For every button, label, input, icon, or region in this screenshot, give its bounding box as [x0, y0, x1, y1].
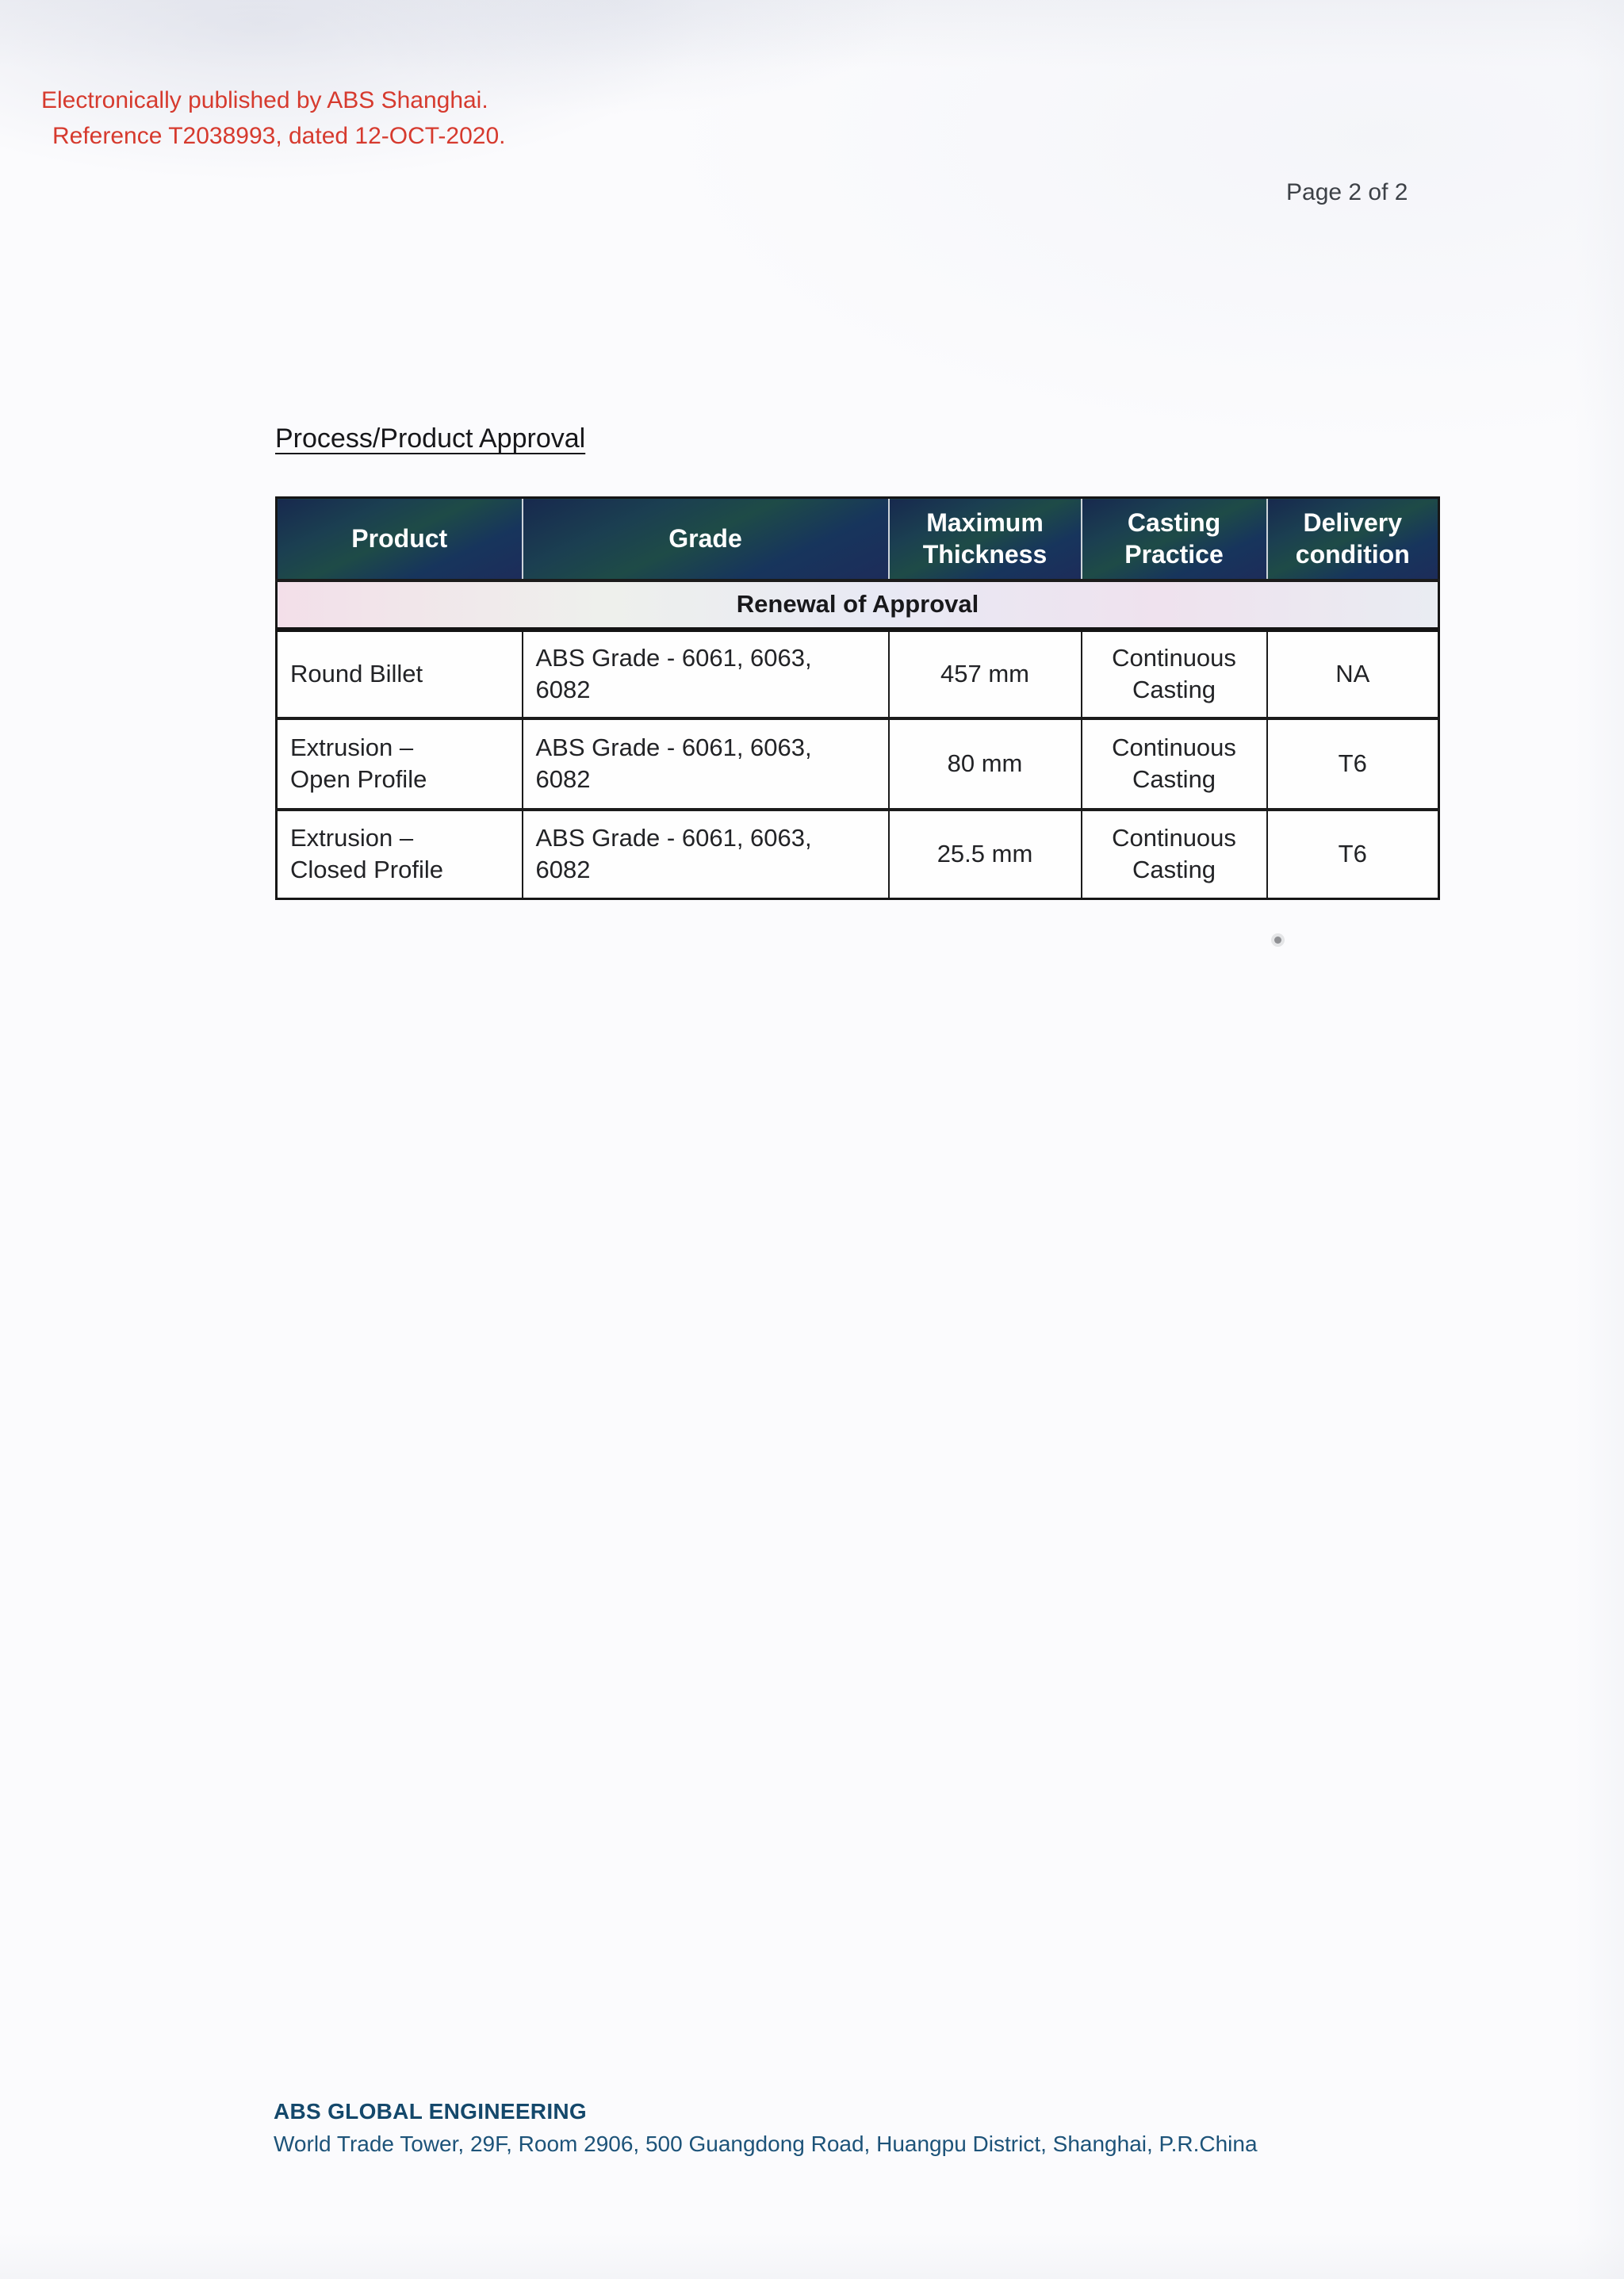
column-header-casting-practice: Casting Practice: [1080, 497, 1267, 581]
stamp-line-1: Electronically published by ABS Shanghai…: [41, 87, 488, 113]
cell-product: Extrusion – Open Profile: [275, 716, 523, 810]
cell-delivery-condition: NA: [1266, 627, 1440, 719]
cell-max-thickness: 457 mm: [887, 627, 1082, 719]
stamp-line-2: Reference T2038993, dated 12-OCT-2020.: [52, 123, 506, 149]
table-header-row: Product Grade Maximum Thickness Casting …: [276, 497, 1439, 581]
section-heading: Process/Product Approval: [275, 423, 586, 454]
table-row: Round Billet ABS Grade - 6061, 6063, 608…: [275, 627, 1440, 719]
footer-organization: ABS GLOBAL ENGINEERING: [274, 2099, 588, 2124]
cell-grade: ABS Grade - 6061, 6063, 6082: [521, 627, 890, 719]
table-row: Extrusion – Open Profile ABS Grade - 606…: [275, 716, 1440, 810]
cell-delivery-condition: T6: [1266, 807, 1440, 900]
cell-product: Round Billet: [275, 627, 523, 719]
cell-max-thickness: 25.5 mm: [887, 807, 1082, 900]
table-subheader-row: Renewal of Approval: [275, 578, 1440, 632]
cell-casting-practice: Continuous Casting: [1080, 627, 1268, 719]
cell-max-thickness: 80 mm: [887, 716, 1082, 810]
column-header-grade: Grade: [521, 497, 889, 581]
cell-grade: ABS Grade - 6061, 6063, 6082: [521, 716, 890, 810]
cell-delivery-condition: T6: [1266, 716, 1440, 810]
column-header-product: Product: [276, 497, 523, 581]
cell-grade: ABS Grade - 6061, 6063, 6082: [521, 807, 890, 900]
electronic-publication-stamp: Electronically published by ABS Shanghai…: [41, 82, 506, 154]
cell-casting-practice: Continuous Casting: [1080, 807, 1268, 900]
column-header-delivery-condition: Delivery condition: [1266, 497, 1439, 581]
process-product-approval-table: Product Grade Maximum Thickness Casting …: [275, 496, 1440, 900]
table-row: Extrusion – Closed Profile ABS Grade - 6…: [275, 807, 1440, 900]
document-footer: ABS GLOBAL ENGINEERING World Trade Tower…: [274, 2095, 1258, 2160]
cell-casting-practice: Continuous Casting: [1080, 716, 1268, 810]
scan-speck: [1274, 936, 1281, 944]
page-indicator: Page 2 of 2: [1286, 179, 1408, 205]
subheader-renewal-of-approval: Renewal of Approval: [275, 578, 1440, 632]
column-header-maximum-thickness: Maximum Thickness: [887, 497, 1082, 581]
cell-product: Extrusion – Closed Profile: [275, 807, 523, 900]
footer-address: World Trade Tower, 29F, Room 2906, 500 G…: [274, 2132, 1258, 2156]
